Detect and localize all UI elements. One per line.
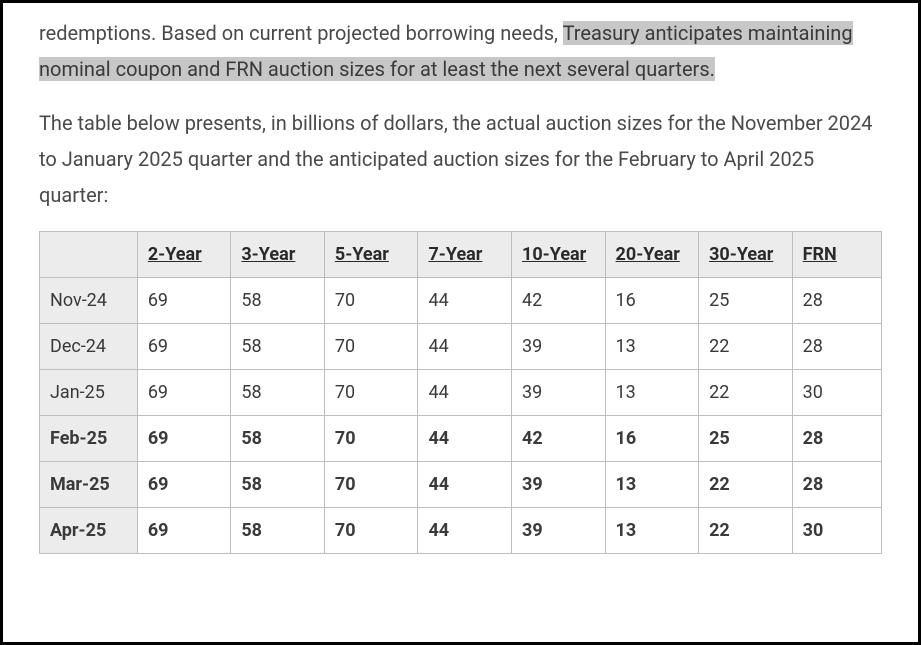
- cell: 44: [418, 462, 512, 508]
- auction-sizes-table: 2-Year 3-Year 5-Year 7-Year 10-Year 20-Y…: [39, 231, 882, 554]
- row-label: Dec-24: [40, 324, 138, 370]
- row-label: Nov-24: [40, 278, 138, 324]
- cell: 39: [512, 324, 606, 370]
- cell: 44: [418, 278, 512, 324]
- cell: 70: [324, 508, 418, 554]
- table-row: Feb-25 69 58 70 44 42 16 25 28: [40, 416, 882, 462]
- cell: 58: [231, 462, 325, 508]
- table-row: Jan-25 69 58 70 44 39 13 22 30: [40, 370, 882, 416]
- cell: 58: [231, 416, 325, 462]
- intro-text-prefix: redemptions. Based on current projected …: [39, 21, 563, 45]
- cell: 39: [512, 462, 606, 508]
- cell: 28: [792, 324, 881, 370]
- col-header-5y: 5-Year: [324, 232, 418, 278]
- cell: 22: [699, 508, 793, 554]
- cell: 42: [512, 416, 606, 462]
- cell: 69: [137, 278, 231, 324]
- cell: 39: [512, 508, 606, 554]
- intro-paragraph-1: redemptions. Based on current projected …: [39, 15, 882, 87]
- cell: 22: [699, 324, 793, 370]
- table-body: Nov-24 69 58 70 44 42 16 25 28 Dec-24 69…: [40, 278, 882, 554]
- cell: 70: [324, 278, 418, 324]
- cell: 70: [324, 370, 418, 416]
- table-row: Apr-25 69 58 70 44 39 13 22 30: [40, 508, 882, 554]
- cell: 13: [605, 508, 699, 554]
- cell: 44: [418, 370, 512, 416]
- table-row: Mar-25 69 58 70 44 39 13 22 28: [40, 462, 882, 508]
- cell: 69: [137, 462, 231, 508]
- col-header-3y: 3-Year: [231, 232, 325, 278]
- table-header-row: 2-Year 3-Year 5-Year 7-Year 10-Year 20-Y…: [40, 232, 882, 278]
- cell: 30: [792, 370, 881, 416]
- table-row: Dec-24 69 58 70 44 39 13 22 28: [40, 324, 882, 370]
- table-header: 2-Year 3-Year 5-Year 7-Year 10-Year 20-Y…: [40, 232, 882, 278]
- col-header-2y: 2-Year: [137, 232, 231, 278]
- cell: 30: [792, 508, 881, 554]
- row-label: Feb-25: [40, 416, 138, 462]
- cell: 13: [605, 370, 699, 416]
- cell: 28: [792, 278, 881, 324]
- cell: 69: [137, 508, 231, 554]
- cell: 44: [418, 508, 512, 554]
- table-row: Nov-24 69 58 70 44 42 16 25 28: [40, 278, 882, 324]
- cell: 13: [605, 324, 699, 370]
- row-label: Mar-25: [40, 462, 138, 508]
- cell: 25: [699, 278, 793, 324]
- cell: 69: [137, 324, 231, 370]
- cell: 70: [324, 324, 418, 370]
- col-header-blank: [40, 232, 138, 278]
- cell: 70: [324, 416, 418, 462]
- cell: 22: [699, 370, 793, 416]
- cell: 25: [699, 416, 793, 462]
- cell: 16: [605, 416, 699, 462]
- document-page: redemptions. Based on current projected …: [0, 0, 921, 645]
- cell: 44: [418, 416, 512, 462]
- col-header-7y: 7-Year: [418, 232, 512, 278]
- cell: 58: [231, 508, 325, 554]
- col-header-30y: 30-Year: [699, 232, 793, 278]
- cell: 69: [137, 416, 231, 462]
- cell: 44: [418, 324, 512, 370]
- cell: 58: [231, 324, 325, 370]
- row-label: Jan-25: [40, 370, 138, 416]
- col-header-frn: FRN: [792, 232, 881, 278]
- cell: 58: [231, 370, 325, 416]
- cell: 13: [605, 462, 699, 508]
- cell: 39: [512, 370, 606, 416]
- cell: 70: [324, 462, 418, 508]
- cell: 28: [792, 416, 881, 462]
- cell: 28: [792, 462, 881, 508]
- cell: 16: [605, 278, 699, 324]
- cell: 58: [231, 278, 325, 324]
- cell: 69: [137, 370, 231, 416]
- cell: 22: [699, 462, 793, 508]
- cell: 42: [512, 278, 606, 324]
- intro-paragraph-2: The table below presents, in billions of…: [39, 105, 882, 213]
- col-header-10y: 10-Year: [512, 232, 606, 278]
- row-label: Apr-25: [40, 508, 138, 554]
- col-header-20y: 20-Year: [605, 232, 699, 278]
